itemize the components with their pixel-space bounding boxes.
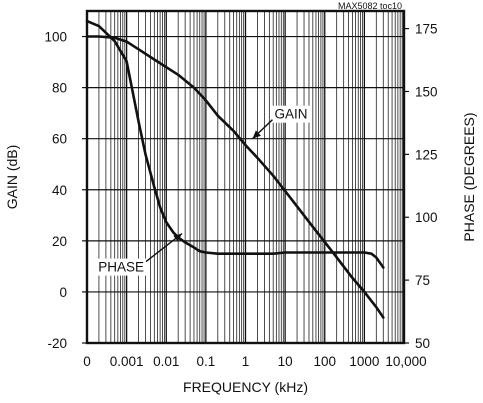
y2-tick-label: 175 [415, 22, 438, 37]
x-axis-title: FREQUENCY (kHz) [183, 379, 308, 395]
series-line-phase [85, 19, 385, 269]
y2-tick-label: 50 [415, 336, 430, 351]
annotation-label-phase: PHASE [98, 260, 144, 275]
y2-tick-label: 125 [415, 147, 438, 162]
annotations: GAIN PHASE [96, 105, 310, 276]
annotation-arrowhead [173, 233, 183, 242]
y-axis-title-gain: GAIN (dB) [4, 145, 20, 210]
chart-code-label: MAX5082 toc10 [338, 1, 402, 11]
y-tick-label: 100 [44, 30, 67, 45]
y-tick-label: 40 [52, 183, 67, 198]
x-tick-label: 1000 [349, 354, 379, 369]
x-tick-label: 0.1 [196, 354, 215, 369]
x-tick-label: 0.01 [153, 354, 179, 369]
y-tick-label: 0 [59, 285, 67, 300]
y-tick-label: -20 [47, 336, 67, 351]
y-tick-label: 20 [52, 234, 67, 249]
x-tick-label: 1 [242, 354, 250, 369]
y2-tick-label: 100 [415, 210, 438, 225]
x-tick-label: 0.001 [110, 354, 144, 369]
y-tick-label: 60 [52, 132, 67, 147]
series-line-gain [85, 35, 385, 319]
y-axis-title-phase: PHASE (DEGREES) [461, 112, 477, 241]
annotation-label-background [96, 258, 147, 276]
y-tick-label: 80 [52, 81, 67, 96]
plot-frame [85, 9, 406, 345]
grid [86, 11, 405, 344]
x-tick-label: 10,000 [385, 354, 426, 369]
x-tick-label: 0 [83, 354, 91, 369]
annotation-label-background [272, 105, 310, 123]
tick-labels: 0 0.001 0.01 0.1 1 10 100 1000 10,000 -20 0 20 40 60 8… [44, 22, 437, 369]
y2-tick-label: 150 [415, 84, 438, 99]
annotation-arrowhead [252, 130, 261, 139]
annotation-label-gain: GAIN [274, 107, 307, 122]
x-tick-label: 10 [278, 354, 293, 369]
y2-tick-label: 75 [415, 273, 430, 288]
series-lines [85, 19, 385, 319]
x-tick-label: 100 [313, 354, 336, 369]
